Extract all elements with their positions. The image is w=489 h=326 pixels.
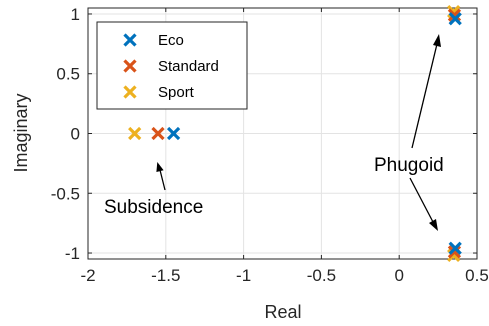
subsidence-label: Subsidence: [104, 197, 203, 218]
y-tick-label: 0: [71, 125, 80, 144]
subsidence-arrow-head: [156, 162, 164, 172]
legend-label-standard: Standard: [158, 58, 219, 75]
x-tick-label: 0: [394, 266, 403, 285]
pole-marker-eco-stroke: [448, 12, 462, 26]
legend-marker-standard: [123, 59, 137, 73]
axis-ticks: -2 -1.5 -1 -0.5 0 0.5 -1 -0.5 0 0.5 1: [51, 5, 489, 285]
legend-marker-sport-stroke: [123, 85, 137, 99]
x-axis-label: Real: [264, 302, 301, 322]
pole-marker-eco: [166, 126, 181, 141]
pole-marker-eco-stroke: [448, 241, 462, 255]
phugoid-arrow-down-line: [409, 177, 434, 223]
y-axis-label: Imaginary: [11, 93, 31, 172]
pole-marker-standard-stroke: [447, 245, 462, 259]
legend-marker-sport: [123, 85, 137, 99]
pole-marker-eco-stroke: [166, 126, 181, 141]
legend: Eco Standard Sport: [96, 21, 248, 110]
legend-marker-eco-stroke: [123, 33, 137, 47]
x-tick-label: 0.5: [465, 266, 489, 285]
pole-marker-standard: [151, 126, 165, 141]
y-tick-label: -0.5: [51, 184, 80, 203]
legend-label-sport: Sport: [158, 84, 195, 101]
data-markers: [128, 4, 462, 263]
pole-marker-standard-stroke: [151, 126, 165, 141]
pole-marker-eco: [448, 241, 462, 255]
x-tick-label: -1.5: [151, 266, 180, 285]
phugoid-label: Phugoid: [374, 155, 444, 176]
y-tick-label: 0.5: [56, 65, 80, 84]
pole-marker-standard: [447, 8, 462, 22]
x-tick-label: -1: [236, 266, 251, 285]
pole-marker-sport-stroke: [128, 126, 142, 141]
x-tick-label: -0.5: [307, 266, 336, 285]
phugoid-arrow-up-head: [433, 34, 441, 47]
annotations: Subsidence Phugoid: [104, 34, 444, 231]
pole-marker-eco: [448, 12, 462, 26]
phugoid-arrow-up-line: [411, 43, 438, 149]
y-tick-label: 1: [71, 5, 80, 24]
legend-marker-standard-stroke: [123, 59, 137, 73]
subsidence-arrow-line: [159, 169, 166, 191]
phugoid-arrow-down-head: [429, 219, 438, 231]
legend-marker-eco: [123, 33, 137, 47]
legend-box: [96, 21, 248, 110]
y-tick-label: -1: [65, 244, 80, 263]
legend-label-eco: Eco: [158, 32, 184, 49]
pole-marker-standard: [447, 245, 462, 259]
pole-marker-sport: [128, 126, 142, 141]
x-tick-label: -2: [80, 266, 95, 285]
pole-marker-standard-stroke: [447, 8, 462, 22]
